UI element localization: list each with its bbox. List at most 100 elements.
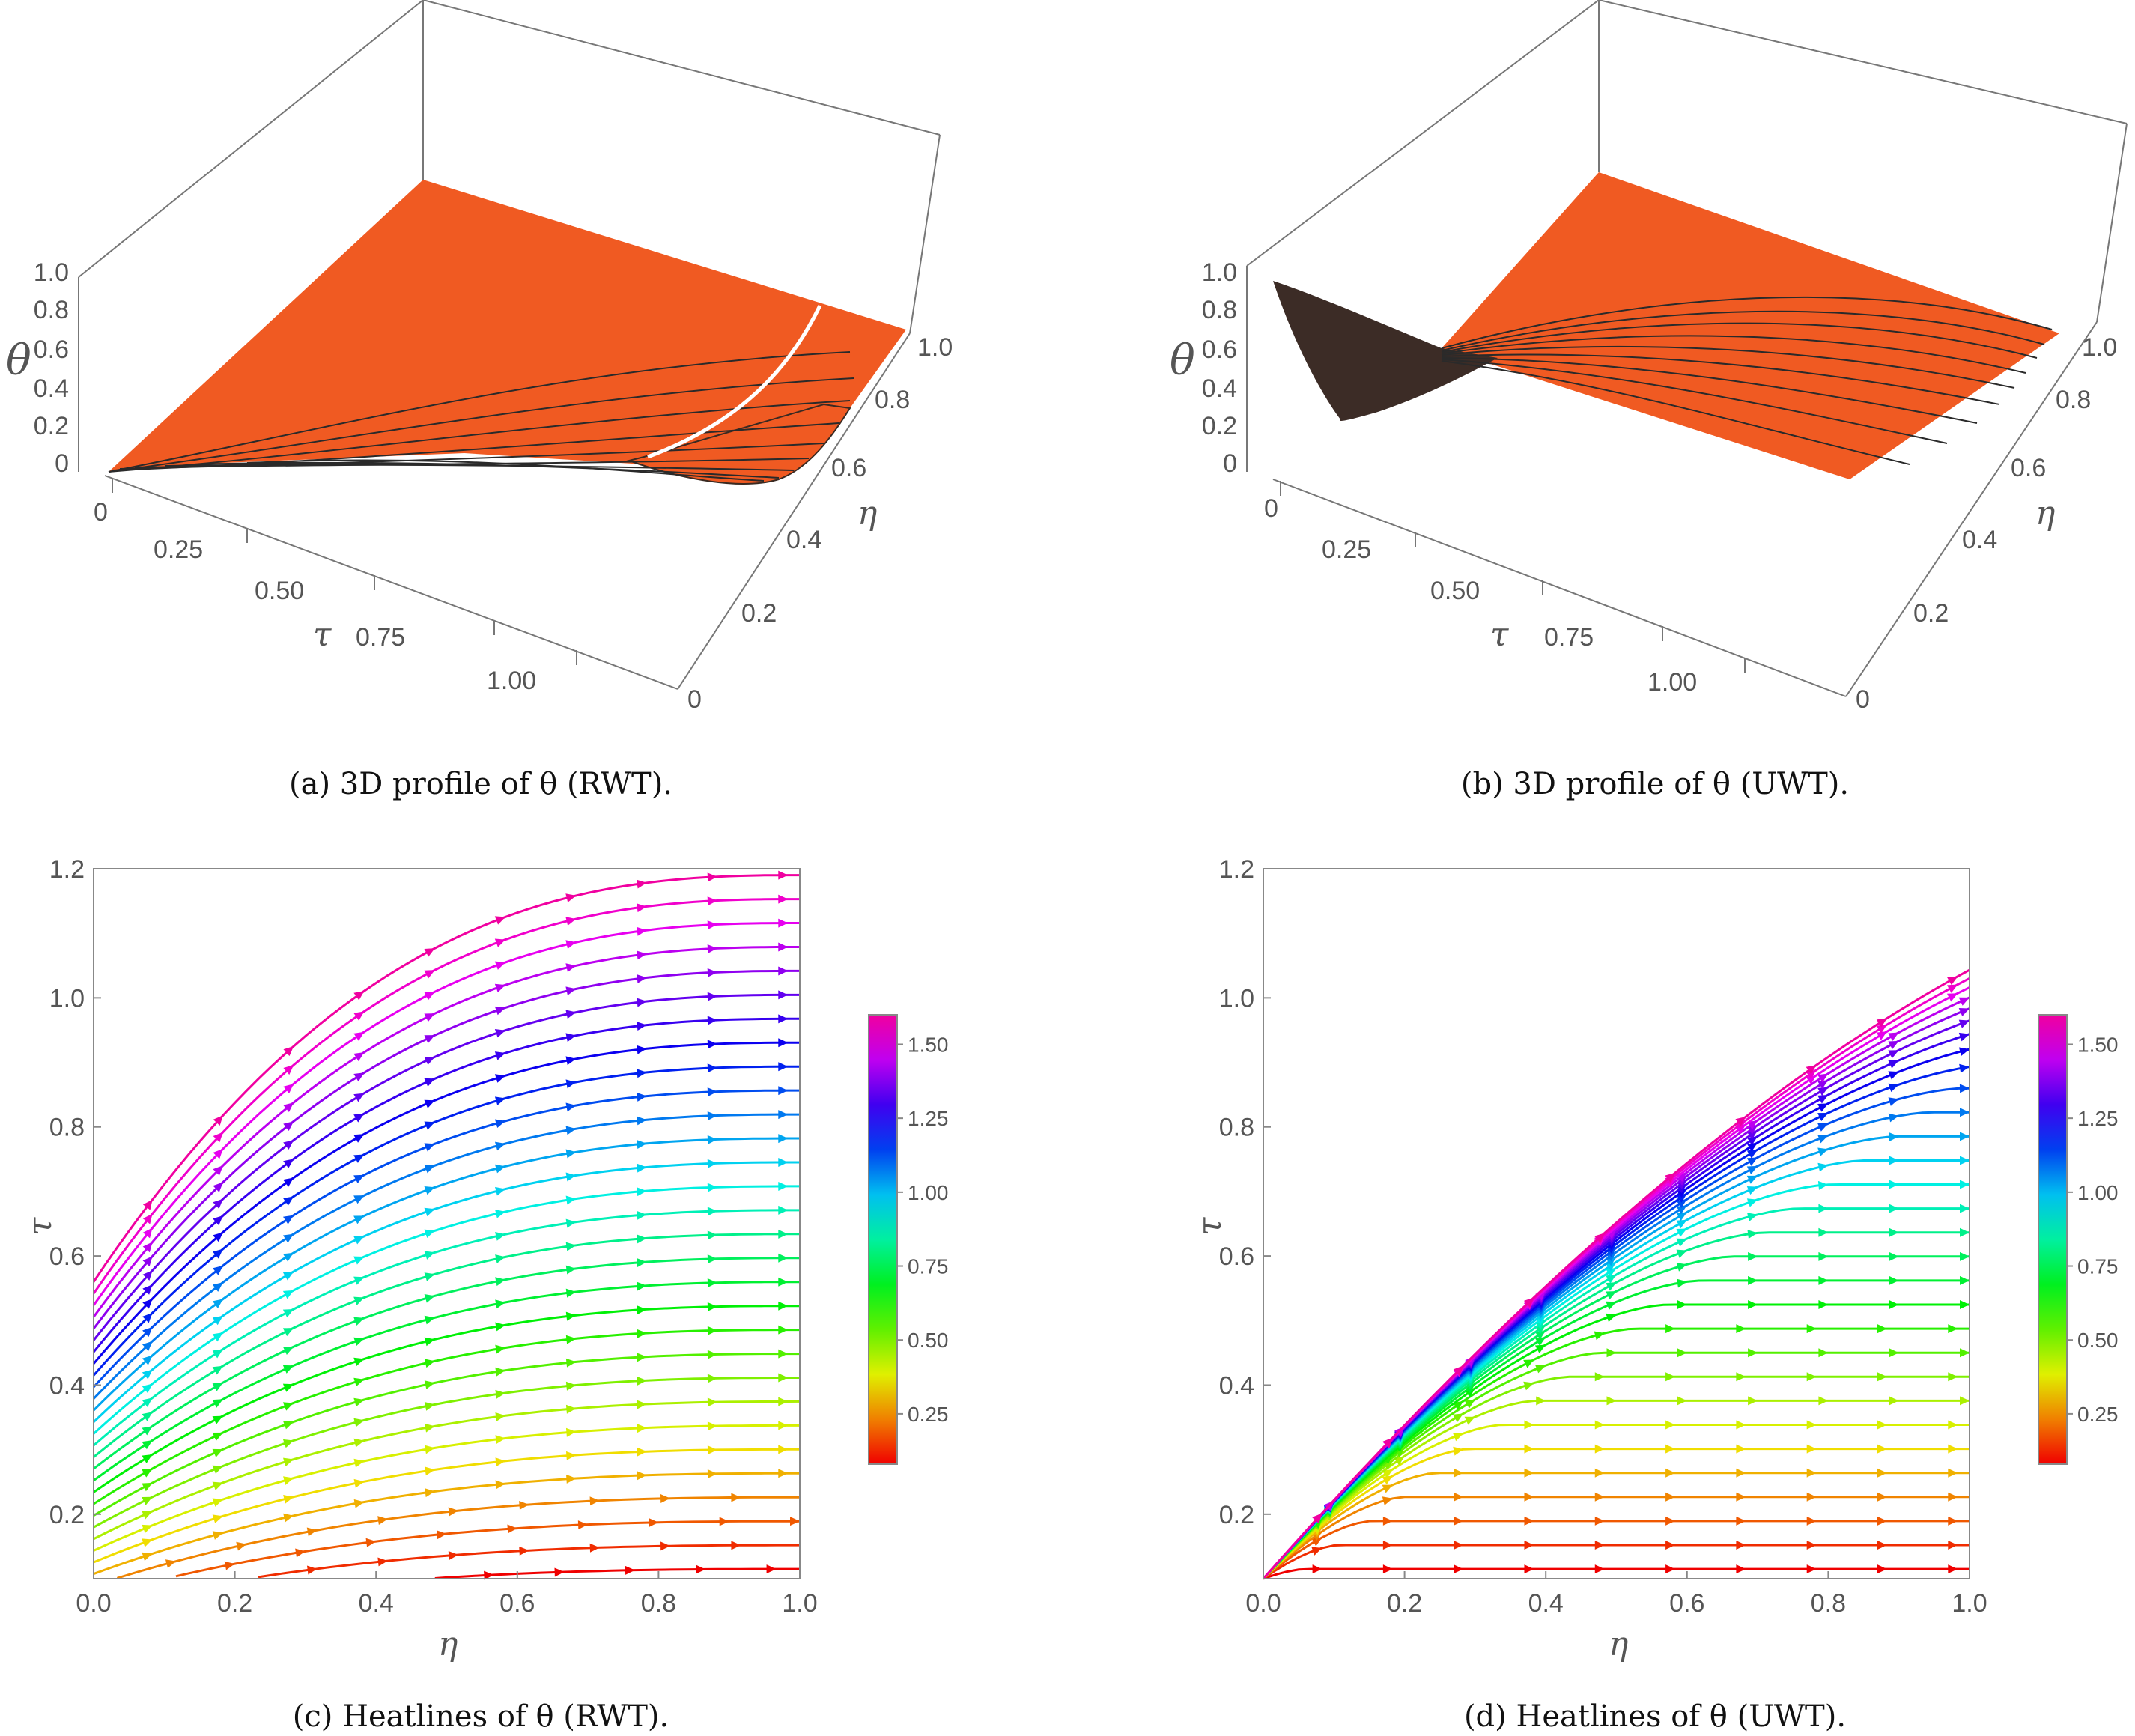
stream-arrow [1606, 1301, 1617, 1310]
stream-arrow [282, 1233, 294, 1243]
stream-arrow [707, 1230, 717, 1240]
stream-arrow [731, 1493, 741, 1502]
streamline [175, 1520, 800, 1578]
stream-arrow [637, 974, 647, 983]
stream-arrow [707, 944, 717, 953]
streamline [92, 1065, 800, 1377]
z-tick-label: 0.6 [34, 336, 69, 364]
stream-arrow [1676, 1238, 1687, 1247]
stream-arrow [212, 1481, 223, 1490]
colorbar-scale [868, 1014, 898, 1465]
mesh-line [1441, 353, 2000, 405]
stream-arrow [589, 1543, 600, 1553]
stream-arrow [707, 1397, 717, 1407]
stream-arrow [142, 1496, 153, 1505]
stream-arrow [1877, 1516, 1887, 1526]
stream-arrow [142, 1511, 153, 1520]
stream-arrow [1877, 1324, 1887, 1334]
stream-arrow [637, 1400, 647, 1409]
stream-arrow [353, 1051, 365, 1062]
stream-arrow [1676, 1205, 1687, 1215]
stream-arrow [1524, 1540, 1534, 1550]
stream-arrow [494, 1119, 506, 1129]
stream-arrow [1806, 1468, 1817, 1478]
mesh-line [1441, 345, 2015, 389]
stream-arrow [637, 1140, 647, 1150]
stream-arrow [1817, 1103, 1829, 1112]
stream-arrow [1606, 1348, 1617, 1358]
z-tick-label: 0.2 [34, 412, 69, 440]
y-tick-label: 1.2 [1219, 855, 1254, 884]
stream-arrow [1747, 1213, 1758, 1221]
stream-arrow [565, 917, 577, 926]
stream-arrow [212, 1498, 223, 1507]
stream-arrow [212, 1365, 223, 1375]
panel-a-x-ticks: 0 0.25 0.50 0.75 1.00 [94, 498, 536, 695]
stream-arrow [649, 1518, 659, 1528]
panel-c-caption: (c) Heatlines of θ (RWT). [293, 1699, 669, 1734]
stream-arrow [778, 1397, 789, 1406]
y-tick-label: 0.2 [1913, 599, 1949, 628]
stream-arrow [660, 1541, 671, 1551]
stream-arrow [1747, 1230, 1758, 1239]
stream-arrow [306, 1565, 318, 1575]
stream-arrow [142, 1369, 153, 1380]
streamline [1274, 1007, 1970, 1567]
streamline [92, 874, 800, 1283]
colorbar-tick-label: 0.50 [2077, 1329, 2119, 1352]
stream-arrow [696, 1564, 706, 1574]
z-tick-label: 0.4 [34, 374, 69, 403]
stream-arrow [1524, 1420, 1534, 1430]
z-tick-label: 0.8 [34, 296, 69, 324]
stream-arrow [1594, 1372, 1605, 1382]
panel-d-y-axis-label: τ [1191, 1217, 1229, 1236]
panel-d-x-axis-label: η [1609, 1625, 1628, 1663]
stream-arrow [495, 1186, 506, 1196]
panel-b-x-tickmarks [1280, 481, 1746, 673]
stream-arrow [484, 1570, 494, 1580]
stream-arrow [1677, 1300, 1687, 1310]
stream-arrow [1806, 1324, 1817, 1334]
stream-arrow [212, 1448, 223, 1457]
stream-arrow [565, 1381, 577, 1391]
stream-arrow [212, 1349, 223, 1359]
y-tick-label: 0.2 [1219, 1501, 1254, 1529]
box-edge [909, 134, 941, 334]
stream-arrow [1524, 1516, 1534, 1526]
stream-arrow [707, 1016, 717, 1025]
x-tick-label: 0.25 [154, 535, 203, 564]
stream-arrow [353, 1236, 365, 1245]
stream-arrow [1876, 1018, 1887, 1028]
stream-arrow [566, 1451, 577, 1460]
stream-arrow [1746, 1186, 1758, 1195]
z-tick-label: 0 [55, 449, 69, 478]
x-tick-label: 1.0 [1952, 1589, 1987, 1618]
y-tick-label: 0.8 [49, 1114, 85, 1142]
streamline [92, 946, 800, 1318]
stream-arrow [1958, 997, 1970, 1006]
stream-arrow [1877, 1372, 1887, 1382]
stream-arrow [282, 1365, 294, 1374]
streamline [1262, 1472, 1970, 1580]
stream-arrow [213, 1148, 223, 1159]
stream-arrow [1947, 976, 1958, 986]
stream-arrow [142, 1552, 153, 1562]
panel-c-colorbar: 0.25 0.50 0.75 1.00 1.25 1.50 [868, 1014, 949, 1465]
stream-arrow [283, 1513, 294, 1523]
stream-arrow [1746, 1175, 1758, 1184]
stream-arrow [1748, 1251, 1758, 1261]
stream-arrow [1534, 1365, 1546, 1374]
stream-arrow [589, 1496, 600, 1506]
stream-arrow [1960, 1204, 1970, 1213]
stream-arrow [1665, 1444, 1676, 1454]
x-tick-label: 0.75 [356, 623, 405, 652]
stream-arrow [565, 1010, 577, 1019]
stream-arrow [1960, 1227, 1970, 1237]
streamline [92, 1113, 800, 1400]
stream-arrow [282, 1421, 294, 1430]
stream-arrow [213, 1198, 223, 1210]
stream-arrow [1818, 1275, 1829, 1285]
stream-arrow [1534, 1344, 1546, 1354]
stream-arrow [424, 1057, 435, 1066]
stream-arrow [283, 1215, 294, 1224]
